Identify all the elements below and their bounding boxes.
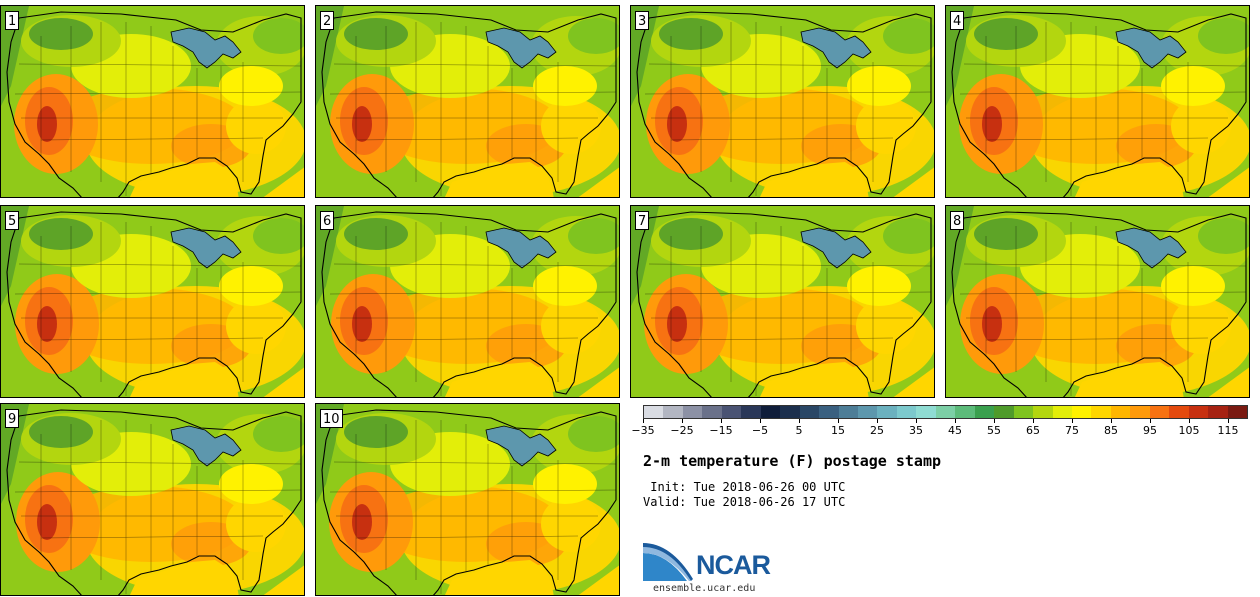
colorbar-tick [877,419,878,423]
panel-number: 7 [635,211,650,230]
colorbar-tick-label: 45 [948,424,962,437]
colorbar-tick [643,419,644,423]
colorbar-swatch [1188,406,1209,418]
colorbar-swatch [760,406,781,418]
colorbar-tick [682,419,683,423]
colorbar-tick [955,419,956,423]
map-panel: 4 [945,5,1250,198]
valid-time: Valid: Tue 2018-06-26 17 UTC [643,495,846,509]
colorbar-tick [916,419,917,423]
colorbar-tick [1111,419,1112,423]
colorbar-swatch [1130,406,1150,418]
colorbar-swatch [955,406,975,418]
panel-number: 8 [950,211,965,230]
map-panel: 2 [315,5,620,198]
colorbar-tick [1150,419,1151,423]
colorbar-tick [994,419,995,423]
colorbar-swatch [741,406,761,418]
plot-title: 2-m temperature (F) postage stamp [643,452,942,470]
panel-number: 1 [5,11,20,30]
panel-number: 2 [320,11,335,30]
colorbar-tick-label: 35 [909,424,923,437]
colorbar-swatch [702,406,722,418]
colorbar-swatch [1169,406,1189,418]
colorbar-tick [721,419,722,423]
colorbar-tick-label: 85 [1104,424,1118,437]
map-panel: 5 [0,205,305,398]
colorbar-tick [1228,419,1229,423]
panel-number: 6 [320,211,335,230]
colorbar-swatch [1208,406,1228,418]
colorbar-tick [799,419,800,423]
colorbar-tick [1189,419,1190,423]
colorbar-swatch [780,406,800,418]
ncar-logo-icon [643,543,693,581]
colorbar-tick-label: 25 [870,424,884,437]
colorbar-tick-label: 65 [1026,424,1040,437]
colorbar-swatch [994,406,1014,418]
map-panel: 8 [945,205,1250,398]
colorbar-tick-label: −35 [631,424,655,437]
colorbar-swatch [1091,406,1111,418]
colorbar-swatch [916,406,936,418]
colorbar-swatch [819,406,839,418]
colorbar-swatch [877,406,897,418]
colorbar-swatch [1052,406,1072,418]
colorbar-tick-label: 5 [795,424,803,437]
colorbar-tick [1033,419,1034,423]
colorbar-swatch [857,406,878,418]
colorbar-tick-label: 75 [1065,424,1079,437]
website-url: ensemble.ucar.edu [653,583,756,594]
colorbar-tick-label: −25 [670,424,694,437]
colorbar-swatch [1033,406,1053,418]
colorbar-tick-label: 105 [1178,424,1200,437]
map-panel: 10 [315,403,620,596]
ncar-wordmark: NCAR [696,550,771,580]
colorbar-ticks: −35 −25 −15 −5 5 15 25 35 45 55 65 75 85 95 105 115 [631,419,1248,439]
colorbar-swatch [644,406,664,418]
colorbar-tick-label: −15 [709,424,733,437]
map-panel: 7 [630,205,935,398]
panel-number: 5 [5,211,20,230]
colorbar-swatch [682,406,703,418]
colorbar-swatch [935,406,956,418]
map-panel: 3 [630,5,935,198]
panel-number: 10 [320,409,343,428]
colorbar-swatch [1110,406,1131,418]
panel-number: 3 [635,11,650,30]
colorbar-swatch [721,406,742,418]
colorbar-swatch [1149,406,1170,418]
map-panel: 6 [315,205,620,398]
map-panel: 9 [0,403,305,596]
map-panel: 1 [0,5,305,198]
colorbar-swatch [1013,406,1034,418]
colorbar-tick [838,419,839,423]
panel-number: 9 [5,409,20,428]
colorbar-swatch [1071,406,1092,418]
colorbar-swatch [1227,406,1248,418]
colorbar-tick-label: 95 [1143,424,1157,437]
init-time: Init: Tue 2018-06-26 00 UTC [643,480,846,494]
colorbar-tick-label: −5 [751,424,769,437]
colorbar-swatch [896,406,917,418]
colorbar-tick-label: 55 [987,424,1001,437]
colorbar-swatch [838,406,858,418]
colorbar-tick [1072,419,1073,423]
colorbar-swatch [974,406,995,418]
panel-number: 4 [950,11,965,30]
colorbar-tick [760,419,761,423]
colorbar-swatch [663,406,683,418]
colorbar-tick-label: 115 [1217,424,1239,437]
colorbar-tick-label: 15 [831,424,845,437]
colorbar-swatch [799,406,820,418]
colorbar [643,405,1248,419]
